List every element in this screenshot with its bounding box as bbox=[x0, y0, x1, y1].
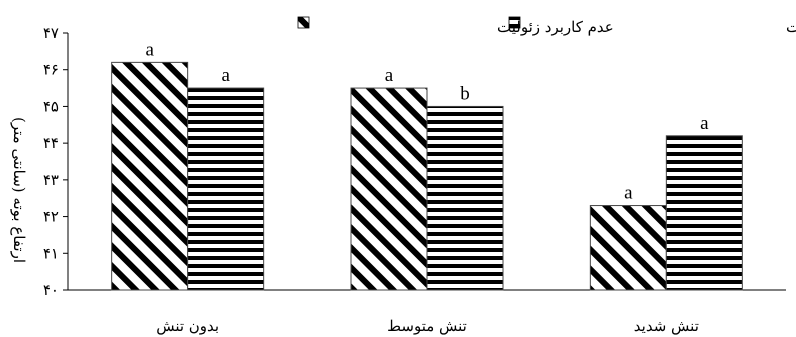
y-tick-label: ۴۰ bbox=[43, 281, 59, 299]
legend-swatch-diagonal bbox=[297, 16, 310, 29]
significance-letter: b bbox=[460, 83, 470, 104]
bar-diagonal-2 bbox=[589, 205, 667, 291]
legend-swatch-horizontal bbox=[508, 16, 521, 29]
significance-letter: a bbox=[221, 65, 230, 86]
y-tick-label: ۴۷ bbox=[43, 24, 59, 42]
y-tick-label: ۴۱ bbox=[43, 244, 59, 262]
legend-item-diagonal: عدم کاربرد زئولیت bbox=[297, 16, 614, 36]
legend-item-horizontal: کاربرد ۴,۵ تن در هکتار زئولیت bbox=[508, 16, 796, 36]
significance-letter: a bbox=[624, 183, 633, 204]
y-tick-label: ۴۳ bbox=[43, 171, 59, 189]
bar-diagonal-0 bbox=[111, 61, 189, 291]
legend: کاربرد ۴,۵ تن در هکتار زئولیت عدم کاربرد… bbox=[297, 16, 796, 36]
y-tick-label: ۴۴ bbox=[43, 134, 59, 152]
y-tick-label: ۴۶ bbox=[43, 61, 59, 79]
bar-horizontal-1 bbox=[426, 105, 504, 291]
bars bbox=[111, 61, 743, 291]
y-tick-label: ۴۵ bbox=[43, 97, 59, 115]
category-label: بدون تنش bbox=[156, 317, 219, 335]
legend-label-diagonal: عدم کاربرد زئولیت bbox=[497, 18, 614, 36]
significance-letter: a bbox=[700, 113, 709, 134]
significance-letter: a bbox=[385, 65, 394, 86]
y-axis-label: ارتفاع بوته (سانتی متر) bbox=[10, 117, 28, 263]
significance-letters: a a a b a a bbox=[145, 39, 709, 203]
bar-diagonal-1 bbox=[350, 87, 428, 291]
category-label: تنش شدید bbox=[634, 317, 699, 335]
category-labels: بدون تنش تنش متوسط تنش شدید bbox=[156, 317, 699, 335]
legend-label-horizontal: کاربرد ۴,۵ تن در هکتار زئولیت bbox=[786, 18, 796, 36]
bar-horizontal-2 bbox=[665, 135, 743, 291]
category-label: تنش متوسط bbox=[387, 317, 467, 335]
y-tick-labels: ۴۰ ۴۱ ۴۲ ۴۳ ۴۴ ۴۵ ۴۶ ۴۷ bbox=[43, 24, 59, 299]
y-tick-label: ۴۲ bbox=[43, 208, 59, 226]
significance-letter: a bbox=[145, 39, 154, 60]
bar-horizontal-0 bbox=[187, 87, 265, 291]
